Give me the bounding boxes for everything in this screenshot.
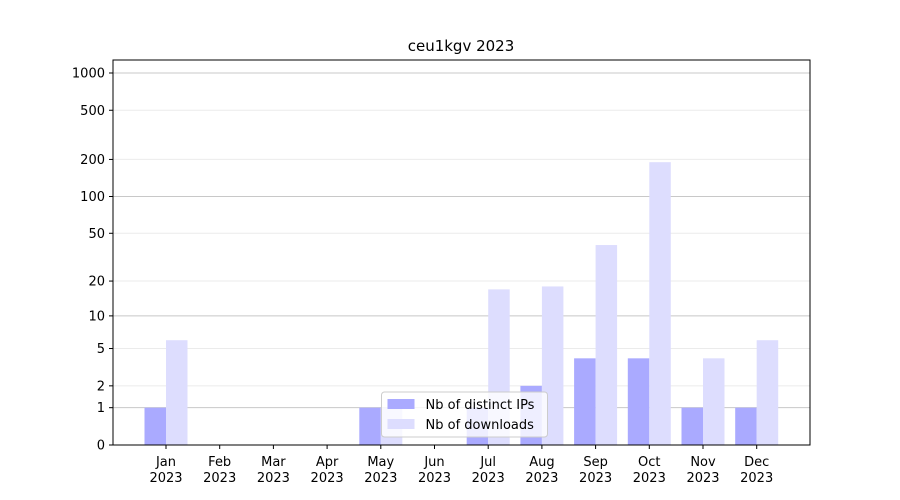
bar <box>703 358 725 445</box>
x-tick-label: Jan 2023 <box>149 455 182 486</box>
x-tick-label: Jul 2023 <box>472 455 505 486</box>
y-tick-label: 50 <box>88 227 105 242</box>
bar <box>756 340 779 445</box>
x-tick-label: Apr 2023 <box>311 455 344 486</box>
y-tick-label: 10 <box>88 309 105 324</box>
x-tick-label: Jun 2023 <box>418 455 451 486</box>
x-tick-label: Oct 2023 <box>633 455 666 486</box>
x-tick-label: Mar 2023 <box>257 455 290 486</box>
y-tick-label: 20 <box>88 275 105 290</box>
y-tick-label: 100 <box>80 190 105 205</box>
y-tick-label: 2 <box>97 379 105 394</box>
y-tick-label: 0 <box>97 439 105 454</box>
bar <box>359 407 381 445</box>
x-tick-label: Feb 2023 <box>203 455 236 486</box>
x-tick-label: Aug 2023 <box>525 455 558 486</box>
bar <box>649 162 671 445</box>
bar <box>595 245 618 445</box>
y-tick-label: 1000 <box>72 66 105 81</box>
legend-label: Nb of distinct IPs <box>426 398 535 413</box>
x-tick-label: Dec 2023 <box>740 455 773 486</box>
y-tick-label: 500 <box>80 104 105 119</box>
bar <box>735 407 757 445</box>
y-tick-label: 1 <box>97 401 105 416</box>
y-tick-label: 200 <box>80 153 105 168</box>
x-tick-label: Sep 2023 <box>579 455 612 486</box>
bar <box>144 407 166 445</box>
bar <box>681 407 703 445</box>
bar <box>627 358 650 445</box>
bar <box>166 340 188 445</box>
legend-swatch <box>387 399 415 409</box>
bar <box>574 358 596 445</box>
x-tick-label: May 2023 <box>364 455 397 486</box>
legend-swatch <box>387 419 415 429</box>
chart-title: ceu1kgv 2023 <box>408 37 515 55</box>
legend-box <box>381 391 548 438</box>
x-tick-label: Nov 2023 <box>686 455 719 486</box>
legend-label: Nb of downloads <box>426 418 535 433</box>
plot-frame <box>112 59 811 446</box>
y-tick-label: 5 <box>97 342 105 357</box>
